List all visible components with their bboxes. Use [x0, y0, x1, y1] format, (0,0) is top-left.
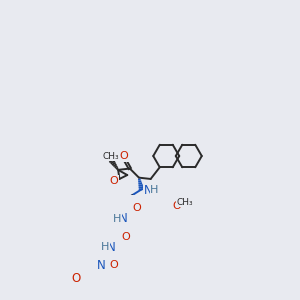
Text: N: N: [119, 212, 128, 225]
Text: H: H: [113, 214, 121, 224]
Text: N: N: [107, 241, 116, 254]
Text: N: N: [97, 259, 106, 272]
Text: O: O: [109, 260, 118, 270]
Text: O: O: [120, 151, 128, 161]
Text: CH₃: CH₃: [102, 152, 119, 161]
Text: O: O: [172, 201, 181, 211]
Text: N: N: [144, 184, 152, 196]
Text: O: O: [110, 176, 118, 186]
Text: CH₃: CH₃: [177, 198, 194, 207]
Text: O: O: [133, 203, 141, 213]
Text: H: H: [101, 242, 109, 252]
Text: O: O: [121, 232, 130, 242]
Text: H: H: [150, 185, 159, 195]
Text: O: O: [71, 272, 80, 285]
